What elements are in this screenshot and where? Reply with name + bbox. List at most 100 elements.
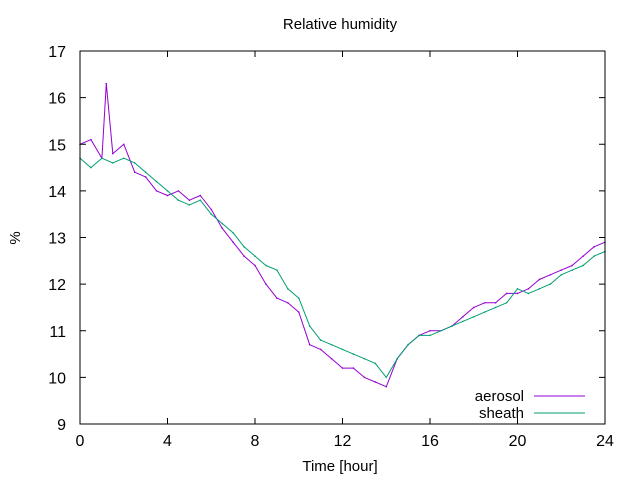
data-point-aerosol xyxy=(221,227,223,229)
data-point-aerosol xyxy=(582,255,584,257)
data-point-sheath xyxy=(177,199,180,201)
data-point-aerosol xyxy=(549,274,552,276)
series-line-aerosol xyxy=(79,83,606,388)
data-point-aerosol xyxy=(276,297,278,299)
data-point-sheath xyxy=(451,325,453,327)
data-point-sheath xyxy=(122,157,125,160)
data-point-aerosol xyxy=(516,292,519,295)
data-point-sheath xyxy=(462,320,464,323)
data-point-aerosol xyxy=(243,255,245,257)
data-point-aerosol xyxy=(462,315,464,318)
data-point-sheath xyxy=(538,287,541,290)
data-point-sheath xyxy=(210,213,213,215)
data-point-sheath xyxy=(144,171,147,174)
x-tick-label: 4 xyxy=(163,433,172,450)
y-tick-label: 16 xyxy=(48,91,66,108)
data-point-sheath xyxy=(155,180,158,183)
y-tick-label: 10 xyxy=(48,370,66,387)
x-tick-label: 8 xyxy=(251,433,260,450)
data-point-sheath xyxy=(582,264,584,267)
data-point-aerosol xyxy=(374,381,377,383)
data-point-aerosol xyxy=(155,190,158,192)
data-point-aerosol xyxy=(232,241,234,243)
data-point-aerosol xyxy=(571,264,573,267)
x-axis-label: Time [hour] xyxy=(302,458,377,475)
data-point-sheath xyxy=(494,306,497,309)
data-point-sheath xyxy=(254,255,256,257)
data-point-sheath xyxy=(429,334,431,337)
data-point-aerosol xyxy=(385,385,388,388)
data-point-sheath xyxy=(276,269,278,271)
data-point-sheath xyxy=(330,343,333,346)
x-tick-label: 0 xyxy=(76,433,85,450)
data-point-sheath xyxy=(90,166,92,169)
y-tick-label: 15 xyxy=(48,137,66,154)
series-line-sheath xyxy=(79,157,606,378)
data-point-aerosol xyxy=(308,343,311,346)
x-tick-label: 16 xyxy=(421,433,439,450)
data-point-sheath xyxy=(363,357,366,360)
data-point-aerosol xyxy=(483,301,486,304)
data-point-aerosol xyxy=(210,208,213,211)
data-point-sheath xyxy=(243,246,245,248)
data-point-aerosol xyxy=(188,199,191,201)
data-point-sheath xyxy=(287,287,289,290)
data-point-sheath xyxy=(352,353,355,355)
y-axis-label: % xyxy=(7,231,24,244)
data-point-sheath xyxy=(166,190,169,192)
y-tick-label: 17 xyxy=(48,44,66,61)
data-point-aerosol xyxy=(297,311,300,313)
data-point-aerosol xyxy=(341,367,344,369)
data-point-aerosol xyxy=(105,82,108,85)
data-point-aerosol xyxy=(472,306,475,309)
data-point-sheath xyxy=(505,301,508,304)
data-point-aerosol xyxy=(429,329,431,332)
data-point-aerosol xyxy=(287,301,289,304)
y-tick-label: 14 xyxy=(48,184,66,201)
y-tick-label: 11 xyxy=(49,324,66,341)
data-point-aerosol xyxy=(319,348,322,351)
data-point-aerosol xyxy=(505,292,508,295)
data-point-sheath xyxy=(133,162,136,164)
data-point-aerosol xyxy=(254,264,256,267)
data-point-sheath xyxy=(385,376,388,379)
data-point-aerosol xyxy=(265,283,267,285)
data-point-aerosol xyxy=(144,176,147,178)
y-tick-label: 12 xyxy=(48,277,66,294)
data-point-sheath xyxy=(560,274,563,276)
data-point-sheath xyxy=(319,339,322,341)
data-point-sheath xyxy=(221,222,223,225)
data-point-sheath xyxy=(188,204,191,206)
legend-label-sheath: sheath xyxy=(479,405,524,422)
legend-label-aerosol: aerosol xyxy=(475,388,524,405)
x-tick-label: 20 xyxy=(509,433,527,450)
chart-title: Relative humidity xyxy=(283,16,398,33)
data-point-sheath xyxy=(418,334,420,337)
data-point-sheath xyxy=(483,311,486,313)
data-point-aerosol xyxy=(538,278,541,281)
data-point-sheath xyxy=(308,325,311,327)
data-point-sheath xyxy=(374,362,377,365)
y-tick-label: 9 xyxy=(57,417,66,434)
data-point-aerosol xyxy=(177,190,180,192)
data-point-aerosol xyxy=(112,152,114,155)
data-point-sheath xyxy=(549,283,552,285)
data-point-sheath xyxy=(112,162,114,164)
data-point-sheath xyxy=(527,292,530,295)
data-point-sheath xyxy=(571,269,573,271)
series-layer xyxy=(79,82,606,388)
data-point-aerosol xyxy=(90,138,92,141)
data-point-sheath xyxy=(101,157,103,160)
data-point-sheath xyxy=(407,343,409,346)
x-tick-label: 24 xyxy=(596,433,614,450)
data-point-aerosol xyxy=(122,143,125,146)
x-axis-ticks: 0 4 8 12 16 20 24 xyxy=(76,51,614,450)
y-axis-ticks: 9 10 11 12 13 14 15 16 17 xyxy=(48,44,605,434)
data-point-aerosol xyxy=(352,367,355,369)
data-point-sheath xyxy=(593,255,595,257)
y-tick-label: 13 xyxy=(48,231,66,248)
data-point-aerosol xyxy=(560,269,563,271)
data-point-sheath xyxy=(396,357,398,360)
data-point-aerosol xyxy=(593,246,595,248)
